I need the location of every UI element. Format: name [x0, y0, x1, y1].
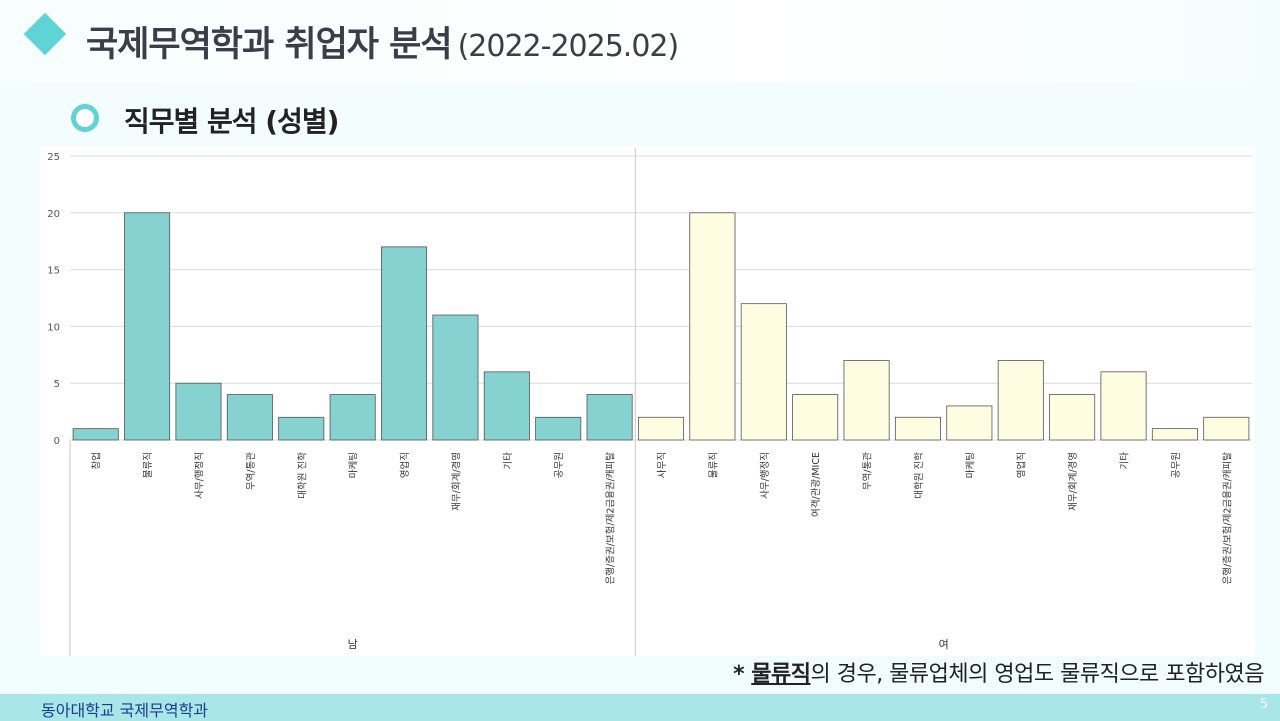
chart-area: 0 5 10 15 20 25 창업 물류직 사무/행정직 무역/통관 대학원 진학 마케팅 영업직 재무…: [40, 146, 1255, 656]
bar: [1100, 371, 1147, 441]
title-text: 국제무역학과 취업자 분석: [86, 25, 453, 65]
footnote-prefix: *: [733, 662, 752, 687]
y-tick-label: 15: [47, 266, 60, 277]
x-tick-label: 공무원: [554, 452, 565, 478]
x-tick-label: 여객/관광/MICE: [810, 452, 822, 517]
bar: [792, 394, 839, 441]
section-subtitle: 직무별 분석 (성별): [124, 105, 339, 138]
bar: [1049, 394, 1096, 441]
x-tick-label: 물류직: [708, 452, 719, 478]
title-band: [0, 0, 1280, 82]
x-tick-label: 마케팅: [349, 452, 360, 478]
bar: [997, 360, 1044, 441]
footnote: * 물류직의 경우, 물류업체의 영업도 물류직으로 포함하였음: [733, 656, 1264, 688]
group-label: 남: [348, 638, 358, 651]
x-tick-label: 은행/증권/보험/제2금융권/캐피탈: [605, 452, 617, 585]
footnote-text: 의 경우, 물류업체의 영업도 물류직으로 포함하였음: [810, 662, 1264, 687]
bar: [894, 416, 941, 441]
bar: [432, 314, 479, 441]
x-tick-label: 대학원 진학: [297, 452, 308, 499]
bar: [226, 394, 273, 441]
x-tick-label: 사무직: [657, 452, 668, 478]
x-tick-label: 기타: [1120, 452, 1131, 470]
footer-department: 동아대학교 국제무역학과: [41, 701, 209, 720]
bar: [535, 416, 582, 441]
bar: [689, 212, 736, 441]
x-tick-label: 영업직: [1016, 452, 1028, 478]
y-tick-label: 10: [47, 322, 60, 333]
x-tick-label: 마케팅: [965, 452, 976, 478]
x-tick-label: 무역/통관: [863, 452, 874, 490]
bar: [740, 303, 787, 441]
x-tick-label: 창업: [91, 452, 103, 469]
y-tick-label: 25: [47, 152, 60, 163]
bar: [278, 416, 325, 441]
x-tick-label: 대학원 진학: [914, 452, 925, 499]
bar: [175, 382, 222, 441]
bar: [637, 416, 685, 441]
footer-bar: 동아대학교 국제무역학과 5: [0, 694, 1280, 721]
x-tick-label: 무역/통관: [246, 452, 257, 490]
footnote-emphasis: 물류직: [751, 662, 811, 687]
y-tick-label: 20: [47, 209, 60, 220]
bar: [1203, 416, 1250, 441]
x-tick-label: 영업직: [399, 452, 411, 478]
x-tick-label: 사무/행정직: [193, 452, 205, 499]
circle-bullet-icon: [71, 104, 99, 132]
x-tick-label: 사무/행정직: [759, 452, 771, 499]
bar: [124, 212, 171, 441]
x-tick-label: 물류직: [143, 452, 154, 478]
bar: [1151, 428, 1198, 441]
y-tick-label: 0: [54, 436, 60, 447]
bar: [946, 405, 993, 441]
page-number: 5: [1259, 697, 1268, 712]
bar: [381, 246, 428, 441]
bar: [483, 371, 530, 441]
y-tick-label: 5: [54, 379, 60, 390]
x-tick-label: 재무/회계/경영: [1067, 452, 1079, 511]
bar-chart: 0 5 10 15 20 25 창업 물류직 사무/행정직 무역/통관 대학원 진학 마케팅 영업직 재무…: [47, 148, 1252, 656]
x-tick-label: 공무원: [1171, 452, 1182, 478]
bar: [586, 394, 633, 441]
page-title: 국제무역학과 취업자 분석 (2022-2025.02): [86, 16, 680, 67]
x-tick-label: 기타: [503, 452, 514, 470]
bar: [72, 428, 119, 441]
bar: [843, 360, 890, 441]
bar: [329, 394, 376, 441]
group-label: 여: [939, 638, 949, 651]
x-tick-label: 은행/증권/보험/제2금융권/캐피탈: [1221, 452, 1233, 585]
title-date-range: (2022-2025.02): [457, 29, 680, 64]
x-tick-label: 재무/회계/경영: [450, 452, 462, 511]
